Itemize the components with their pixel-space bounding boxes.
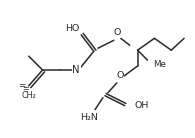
Text: Me: Me: [153, 60, 166, 69]
Text: H₂N: H₂N: [80, 113, 98, 122]
Text: O: O: [113, 28, 121, 37]
Text: N: N: [72, 65, 80, 75]
Text: HO: HO: [65, 24, 79, 33]
Text: O: O: [116, 71, 123, 80]
Text: =: =: [18, 81, 26, 90]
Text: CH₂: CH₂: [21, 91, 36, 100]
Text: =: =: [22, 84, 29, 93]
Text: OH: OH: [135, 101, 149, 110]
